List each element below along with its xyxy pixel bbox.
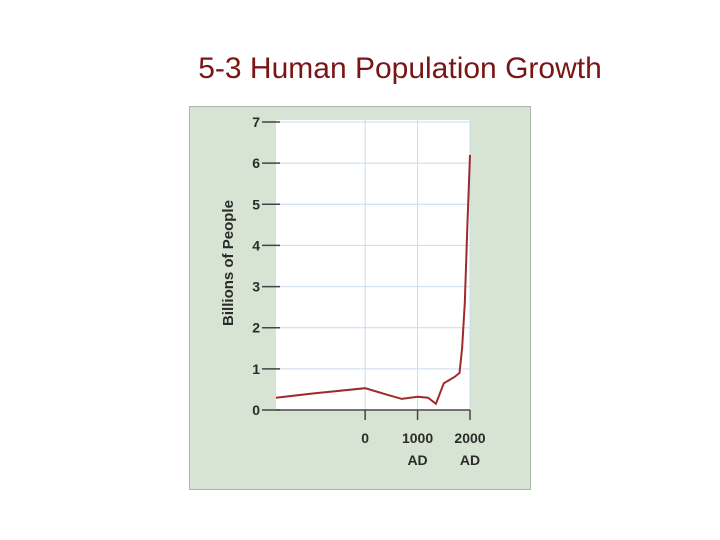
y-ticks: 0 1 2 3 4 5 6 7 [252, 114, 280, 418]
slide-title: 5-3 Human Population Growth [198, 52, 602, 85]
y-tick-label: 7 [252, 114, 260, 130]
y-tick-label: 4 [252, 237, 260, 253]
x-tick-label: 1000 [402, 430, 433, 446]
x-tick-label: 2000 [454, 430, 485, 446]
y-tick-label: 2 [252, 320, 260, 336]
y-tick-label: 5 [252, 196, 260, 212]
y-tick-label: 0 [252, 402, 260, 418]
x-tick-sublabel: AD [407, 452, 427, 468]
y-axis-title: Billions of People [220, 200, 237, 326]
plot-area [276, 120, 470, 411]
y-tick-label: 6 [252, 155, 260, 171]
x-tick-label: 0 [361, 430, 369, 446]
population-line [275, 154, 471, 406]
x-ticks: 0 1000 AD 2000 AD [361, 410, 486, 468]
x-tick-sublabel: AD [460, 452, 480, 468]
y-tick-label: 1 [252, 361, 260, 377]
y-tick-label: 3 [252, 279, 260, 295]
